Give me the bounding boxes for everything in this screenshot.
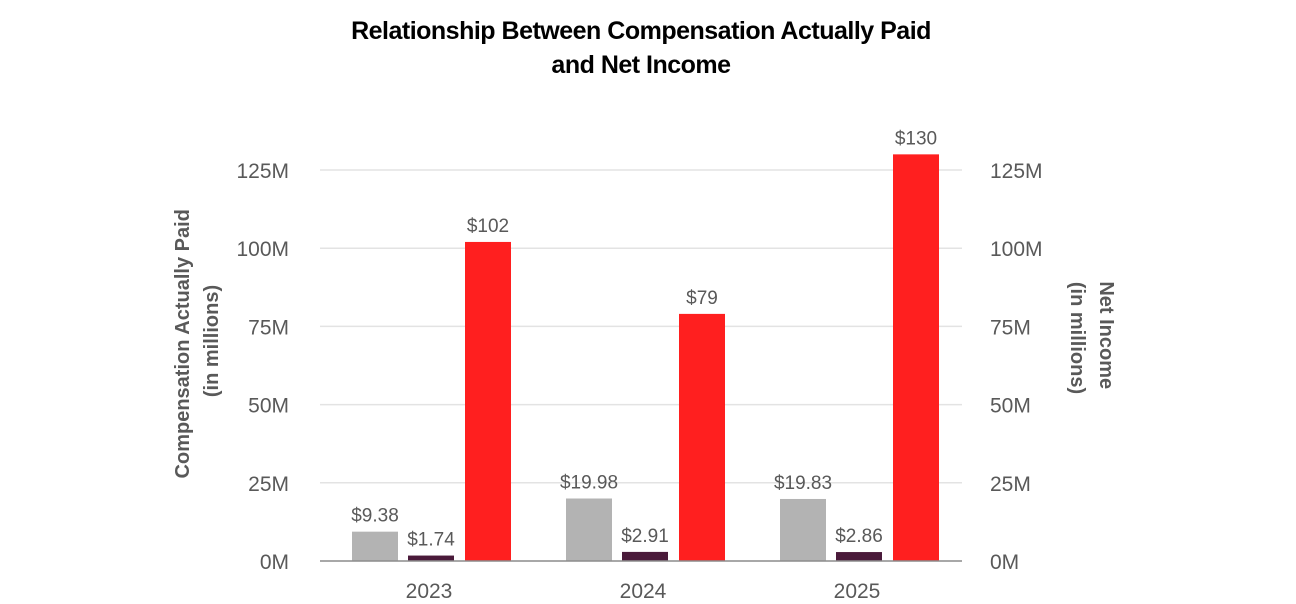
- gridlines: [320, 169, 962, 484]
- bar: [408, 555, 454, 561]
- bar: [352, 531, 398, 561]
- right-tick-label: 125M: [990, 160, 1043, 183]
- bar: [622, 551, 668, 561]
- left-tick-label: 25M: [248, 473, 289, 496]
- right-tick-label: 75M: [990, 316, 1031, 339]
- data-label: $9.38: [351, 506, 399, 527]
- right-axis-title: Net Income (in millions): [1066, 281, 1117, 394]
- right-tick-label: 0M: [990, 551, 1019, 574]
- bar: [566, 498, 612, 561]
- left-axis-title-line-2: (in millions): [201, 285, 223, 397]
- left-axis-title: Compensation Actually Paid (in millions): [172, 204, 223, 479]
- left-axis-ticks: 0M 25M 50M 75M 100M 125M: [236, 160, 289, 574]
- data-label: $130: [895, 128, 937, 149]
- bar: [679, 313, 725, 561]
- left-tick-label: 50M: [248, 395, 289, 418]
- left-tick-label: 0M: [260, 551, 289, 574]
- chart-title-line-2: and Net Income: [551, 51, 731, 79]
- right-tick-label: 50M: [990, 395, 1031, 418]
- x-tick-label: 2025: [834, 580, 881, 603]
- data-label: $79: [686, 288, 718, 309]
- data-label: $2.86: [835, 526, 883, 547]
- data-label: $2.91: [621, 526, 669, 547]
- bar: [780, 498, 826, 561]
- data-label: $102: [467, 216, 509, 237]
- right-axis-title-line-1: Net Income: [1095, 281, 1117, 389]
- right-axis-title-line-2: (in millions): [1066, 282, 1088, 394]
- data-labels: $9.38 $1.74 $102 $19.98 $2.91 $79 $19.83 $2.86 $…: [351, 128, 937, 550]
- left-axis-title-line-1: Compensation Actually Paid: [172, 209, 194, 478]
- x-tick-label: 2023: [406, 580, 453, 603]
- x-tick-label: 2024: [620, 580, 667, 603]
- chart-title: Relationship Between Compensation Actual…: [0, 14, 1282, 82]
- right-tick-label: 100M: [990, 238, 1043, 261]
- data-label: $19.98: [560, 473, 618, 494]
- left-tick-label: 125M: [236, 160, 289, 183]
- right-tick-label: 25M: [990, 473, 1031, 496]
- x-axis-ticks: 2023 2024 2025: [406, 580, 881, 603]
- bar: [465, 241, 511, 561]
- bars: [352, 154, 939, 562]
- bar: [836, 552, 882, 561]
- data-label: $1.74: [407, 530, 455, 551]
- left-tick-label: 75M: [248, 316, 289, 339]
- left-tick-label: 100M: [236, 238, 289, 261]
- right-axis-ticks: 0M 25M 50M 75M 100M 125M: [990, 160, 1043, 574]
- data-label: $19.83: [774, 473, 832, 494]
- chart-title-line-1: Relationship Between Compensation Actual…: [351, 17, 931, 45]
- bar: [893, 154, 939, 562]
